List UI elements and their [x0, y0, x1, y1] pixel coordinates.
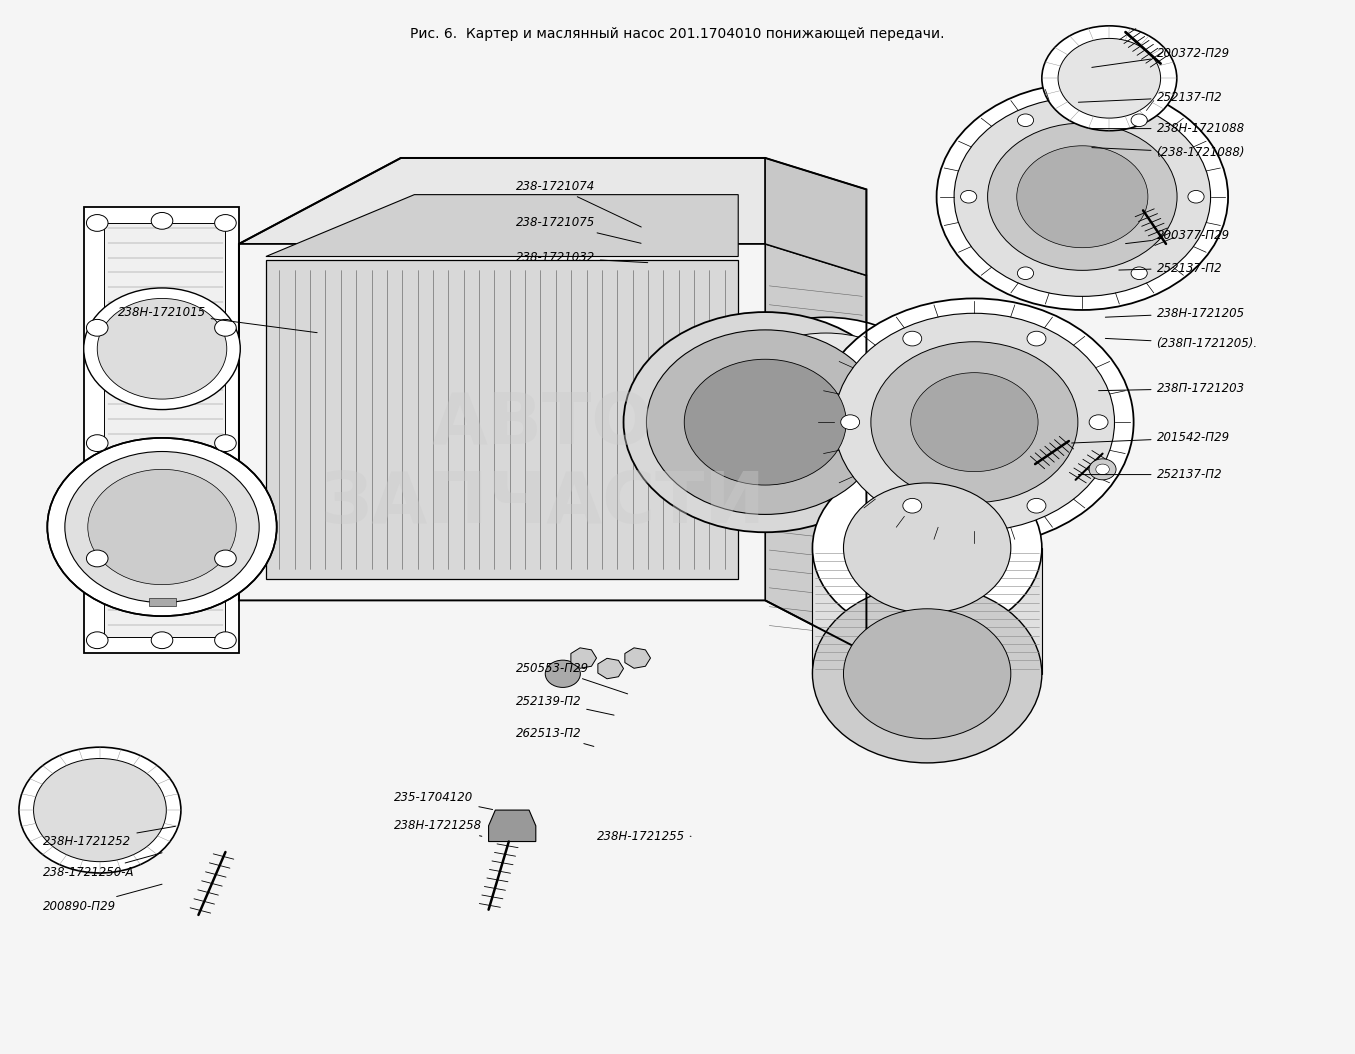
Text: 200890-П29: 200890-П29 — [43, 884, 163, 913]
Text: 235-1704120: 235-1704120 — [394, 790, 493, 809]
Circle shape — [936, 83, 1228, 310]
Circle shape — [840, 415, 859, 429]
Circle shape — [1188, 191, 1205, 203]
Text: 238-1721075: 238-1721075 — [515, 216, 641, 243]
Text: 238Н-1721205: 238Н-1721205 — [1106, 307, 1245, 319]
Circle shape — [1131, 114, 1148, 126]
Circle shape — [214, 631, 236, 648]
Circle shape — [214, 215, 236, 231]
Polygon shape — [489, 811, 535, 841]
Polygon shape — [766, 243, 866, 652]
Circle shape — [813, 458, 1042, 637]
Circle shape — [902, 499, 921, 513]
Circle shape — [1089, 458, 1117, 480]
Circle shape — [152, 213, 173, 229]
Circle shape — [843, 483, 1011, 613]
Text: 250553-П29: 250553-П29 — [515, 662, 627, 694]
Polygon shape — [1028, 111, 1137, 278]
Circle shape — [1027, 499, 1046, 513]
Circle shape — [718, 333, 934, 501]
Circle shape — [87, 215, 108, 231]
Circle shape — [961, 191, 977, 203]
Text: 238Н-1721258: 238Н-1721258 — [394, 819, 482, 836]
Circle shape — [214, 550, 236, 567]
Polygon shape — [84, 208, 238, 652]
Circle shape — [152, 631, 173, 648]
Circle shape — [871, 341, 1077, 503]
Circle shape — [84, 288, 240, 410]
Circle shape — [87, 319, 108, 336]
Circle shape — [1016, 145, 1148, 248]
Circle shape — [902, 331, 921, 346]
Text: Рис. 6.  Картер и маслянный насос 201.1704010 понижающей передачи.: Рис. 6. Картер и маслянный насос 201.170… — [411, 27, 944, 41]
Polygon shape — [598, 659, 623, 679]
Polygon shape — [266, 259, 738, 580]
Text: 252137-П2: 252137-П2 — [1119, 261, 1222, 274]
Circle shape — [34, 759, 167, 862]
Circle shape — [214, 434, 236, 451]
Text: 201542-П29: 201542-П29 — [1072, 431, 1230, 445]
Circle shape — [87, 550, 108, 567]
Text: 238Н-1721015: 238Н-1721015 — [118, 306, 317, 333]
Polygon shape — [266, 195, 738, 256]
Text: 252139-П2: 252139-П2 — [515, 695, 614, 715]
Circle shape — [911, 373, 1038, 471]
Circle shape — [843, 609, 1011, 739]
Text: 238-1721250-А: 238-1721250-А — [43, 853, 163, 879]
Circle shape — [1042, 26, 1176, 131]
Text: (238П-1721205).: (238П-1721205). — [1106, 337, 1257, 350]
Polygon shape — [766, 158, 866, 275]
Circle shape — [19, 747, 182, 873]
Circle shape — [87, 434, 108, 451]
Circle shape — [47, 437, 276, 617]
Circle shape — [684, 359, 846, 485]
Circle shape — [1027, 331, 1046, 346]
Circle shape — [1089, 415, 1108, 429]
Circle shape — [1096, 464, 1110, 474]
Text: 252137-П2: 252137-П2 — [1079, 468, 1222, 481]
Text: 238Н-1721252: 238Н-1721252 — [43, 826, 175, 848]
Circle shape — [698, 317, 954, 516]
Polygon shape — [238, 158, 766, 243]
Text: 238-1721032: 238-1721032 — [515, 251, 648, 265]
Circle shape — [988, 123, 1177, 270]
Circle shape — [646, 330, 883, 514]
Circle shape — [1058, 38, 1161, 118]
Circle shape — [1018, 267, 1034, 279]
Text: 200377-П29: 200377-П29 — [1126, 229, 1230, 243]
Polygon shape — [104, 223, 225, 637]
Text: 252137-П2: 252137-П2 — [1079, 91, 1222, 103]
Circle shape — [1131, 267, 1148, 279]
Text: 238Н-1721255: 238Н-1721255 — [596, 829, 691, 843]
Circle shape — [835, 313, 1115, 531]
Polygon shape — [149, 599, 176, 606]
Circle shape — [545, 660, 580, 687]
Circle shape — [1018, 114, 1034, 126]
Circle shape — [214, 319, 236, 336]
Circle shape — [954, 97, 1210, 296]
Text: 200372-П29: 200372-П29 — [1092, 46, 1230, 67]
Circle shape — [65, 451, 259, 603]
Polygon shape — [625, 648, 650, 668]
Text: 262513-П2: 262513-П2 — [515, 727, 593, 746]
Polygon shape — [813, 548, 1042, 674]
Circle shape — [98, 298, 226, 399]
Text: (238-1721088): (238-1721088) — [1092, 147, 1245, 159]
Text: АВТО
ЗАПЧАСТИ: АВТО ЗАПЧАСТИ — [320, 390, 766, 539]
Circle shape — [623, 312, 906, 532]
Circle shape — [816, 298, 1134, 546]
Text: 238Н-1721088: 238Н-1721088 — [1092, 122, 1245, 135]
Circle shape — [87, 631, 108, 648]
Circle shape — [813, 585, 1042, 763]
Circle shape — [88, 469, 236, 585]
Polygon shape — [570, 648, 596, 668]
Text: 238П-1721203: 238П-1721203 — [1099, 383, 1245, 395]
Text: 238-1721074: 238-1721074 — [515, 180, 641, 227]
